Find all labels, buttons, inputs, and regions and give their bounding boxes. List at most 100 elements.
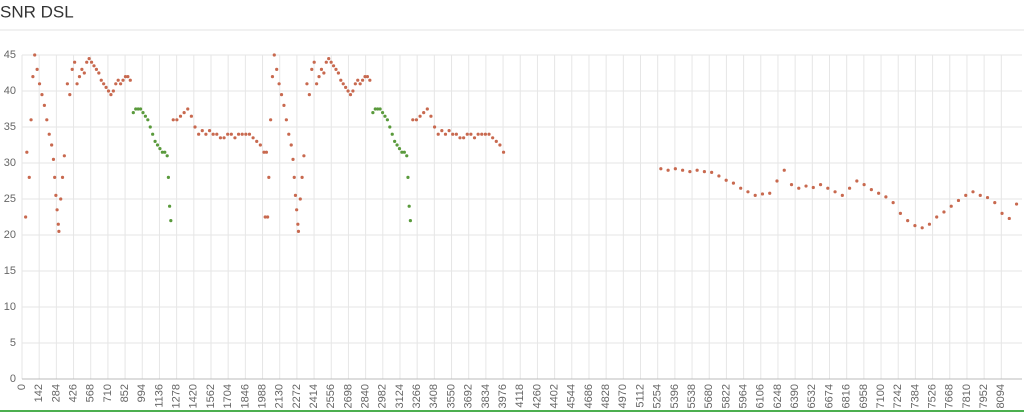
point bbox=[487, 132, 491, 136]
point bbox=[40, 93, 44, 97]
point bbox=[197, 132, 201, 136]
point bbox=[204, 132, 208, 136]
point bbox=[702, 170, 706, 174]
point bbox=[724, 178, 728, 182]
point bbox=[358, 82, 362, 86]
point bbox=[131, 111, 135, 115]
x-tick-label: 7100 bbox=[875, 384, 887, 408]
point bbox=[454, 132, 458, 136]
point bbox=[884, 195, 888, 199]
x-tick-label: 3834 bbox=[480, 384, 492, 408]
point bbox=[284, 118, 288, 122]
point bbox=[462, 136, 466, 140]
point bbox=[731, 181, 736, 185]
x-tick-label: 5112 bbox=[634, 384, 646, 408]
y-tick-label: 20 bbox=[4, 229, 16, 241]
point bbox=[302, 154, 306, 158]
point bbox=[111, 89, 115, 93]
point bbox=[317, 75, 321, 79]
point bbox=[913, 224, 917, 228]
point bbox=[295, 208, 299, 212]
point bbox=[189, 114, 193, 118]
point bbox=[266, 215, 270, 219]
point bbox=[681, 168, 685, 172]
point bbox=[251, 136, 255, 140]
y-tick-label: 15 bbox=[4, 265, 16, 277]
x-tick-label: 3976 bbox=[497, 384, 509, 408]
point bbox=[182, 111, 186, 115]
x-tick-label: 4686 bbox=[583, 384, 595, 408]
point bbox=[62, 154, 66, 158]
point bbox=[353, 82, 357, 86]
y-tick-label: 25 bbox=[4, 193, 16, 205]
x-tick-label: 6390 bbox=[789, 384, 801, 408]
point bbox=[51, 157, 56, 161]
point bbox=[70, 67, 74, 71]
point bbox=[319, 67, 324, 71]
point bbox=[300, 175, 304, 179]
point bbox=[956, 198, 961, 203]
point bbox=[753, 193, 757, 197]
point bbox=[334, 67, 338, 71]
point bbox=[811, 185, 815, 190]
point bbox=[746, 190, 750, 194]
x-tick-label: 2840 bbox=[360, 384, 372, 408]
point bbox=[869, 188, 873, 192]
point bbox=[363, 75, 367, 79]
x-tick-label: 3124 bbox=[394, 384, 406, 408]
x-tick-label: 5254 bbox=[652, 384, 664, 408]
point bbox=[376, 107, 380, 111]
x-tick-label: 1136 bbox=[153, 384, 165, 408]
x-tick-label: 6674 bbox=[823, 384, 835, 408]
point bbox=[826, 186, 830, 190]
point bbox=[739, 186, 743, 190]
x-tick-label: 710 bbox=[102, 384, 114, 402]
point bbox=[163, 150, 167, 154]
x-tick-label: 1420 bbox=[188, 384, 200, 408]
x-tick-label: 3692 bbox=[463, 384, 475, 408]
point bbox=[57, 229, 61, 233]
point bbox=[226, 132, 230, 136]
point bbox=[236, 132, 241, 136]
x-tick-label: 2130 bbox=[274, 384, 286, 408]
point bbox=[414, 118, 419, 122]
point bbox=[207, 129, 212, 133]
point bbox=[279, 93, 284, 97]
point bbox=[148, 125, 152, 129]
point bbox=[411, 118, 415, 122]
point bbox=[211, 132, 215, 136]
point bbox=[336, 71, 340, 75]
point bbox=[315, 82, 319, 86]
point bbox=[50, 143, 54, 147]
point bbox=[255, 139, 259, 143]
x-tick-label: 3266 bbox=[411, 384, 423, 408]
point bbox=[53, 175, 57, 179]
point bbox=[24, 215, 28, 219]
point bbox=[385, 118, 389, 122]
x-tick-label: 2272 bbox=[291, 384, 303, 408]
y-tick-label: 35 bbox=[4, 121, 16, 133]
x-tick-label: 6816 bbox=[841, 384, 853, 408]
point bbox=[348, 93, 353, 97]
point bbox=[233, 136, 237, 140]
y-tick-label: 10 bbox=[4, 301, 16, 313]
x-tick-label: 284 bbox=[50, 384, 62, 402]
point bbox=[717, 174, 721, 178]
x-tick-label: 7526 bbox=[926, 384, 938, 408]
point bbox=[804, 184, 808, 188]
point bbox=[862, 183, 866, 187]
point bbox=[27, 175, 31, 179]
point bbox=[151, 132, 155, 136]
point bbox=[33, 53, 37, 57]
point bbox=[436, 132, 440, 136]
point bbox=[458, 136, 462, 140]
point bbox=[418, 114, 422, 118]
x-tick-label: 8094 bbox=[995, 384, 1007, 408]
point bbox=[329, 60, 333, 64]
point bbox=[407, 204, 411, 208]
point bbox=[480, 132, 484, 136]
point bbox=[168, 204, 172, 208]
point bbox=[153, 139, 157, 143]
point bbox=[97, 71, 101, 75]
